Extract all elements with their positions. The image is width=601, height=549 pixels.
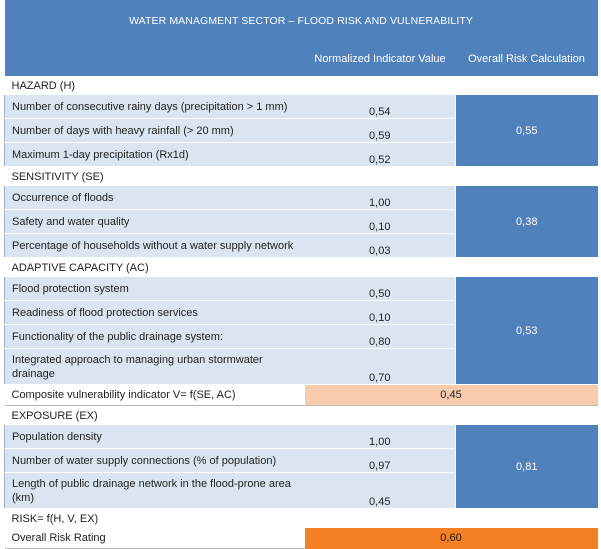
indicator-value: 1,00 [304,425,456,449]
table-row: Maximum 1-day precipitation (Rx1d) 0,52 [4,142,598,167]
table-row: Number of days with heavy rainfall (> 20… [4,118,598,143]
indicator-label: Flood protection system [4,277,305,301]
indicator-label: Maximum 1-day precipitation (Rx1d) [4,142,305,167]
overall-rating-row: Overall Risk Rating 0,60 [4,528,598,549]
indicator-label: Length of public drainage network in the… [4,472,305,509]
table-row: Length of public drainage network in the… [4,472,598,509]
overall-risk-hazard: 0,55 [454,95,598,167]
indicator-value: 0,10 [304,209,456,234]
indicator-label: Functionality of the public drainage sys… [4,324,305,349]
table-row: Number of water supply connections (% of… [4,448,598,473]
indicator-label: Integrated approach to managing urban st… [4,348,305,385]
section-heading: ADAPTIVE CAPACITY (AC) [4,257,598,277]
overall-rating-label: Overall Risk Rating [4,528,305,549]
composite-label: Composite vulnerability indicator V= f(S… [4,384,305,406]
flood-risk-table: WATER MANAGMENT SECTOR – FLOOD RISK AND … [4,0,598,549]
table-row: Occurrence of floods 1,00 0,38 [4,186,598,258]
indicator-label: Percentage of households without a water… [4,233,305,258]
indicator-value: 0,59 [304,118,456,143]
indicator-label: Number of consecutive rainy days (precip… [4,95,305,119]
section-heading: EXPOSURE (EX) [4,405,598,425]
section-heading: SENSITIVITY (SE) [4,166,598,186]
table-row: Safety and water quality 0,10 [4,209,598,234]
indicator-value: 0,97 [304,448,456,473]
indicator-value: 0,10 [304,300,456,325]
overall-risk-sensitivity: 0,38 [454,186,598,258]
overall-rating-value: 0,60 [304,528,598,549]
title-row: WATER MANAGMENT SECTOR – FLOOD RISK AND … [4,0,598,41]
indicator-value: 0,50 [304,277,456,301]
section-heading: HAZARD (H) [4,76,598,95]
risk-formula: RISK= f(H, V, EX) [4,508,598,528]
indicator-column-header [4,41,305,76]
indicator-value: 0,03 [304,233,456,258]
section-hazard: HAZARD (H) [4,76,598,95]
indicator-value: 0,70 [304,348,456,385]
indicator-label: Population density [4,425,305,449]
indicator-value: 0,45 [304,472,456,509]
overall-risk-adaptive: 0,53 [454,277,598,385]
section-adaptive-capacity: ADAPTIVE CAPACITY (AC) [4,257,598,277]
table-row: Readiness of flood protection services 0… [4,300,598,325]
section-sensitivity: SENSITIVITY (SE) [4,166,598,186]
table-row: Population density 1,00 0,81 [4,425,598,509]
table-row: Functionality of the public drainage sys… [4,324,598,349]
indicator-value: 0,54 [304,95,456,119]
risk-table-page: WATER MANAGMENT SECTOR – FLOOD RISK AND … [4,0,598,549]
risk-formula-row: RISK= f(H, V, EX) [4,508,598,528]
indicator-label: Number of water supply connections (% of… [4,448,305,473]
table-row: Flood protection system 0,50 0,53 [4,277,598,385]
composite-row: Composite vulnerability indicator V= f(S… [4,384,598,406]
indicator-label: Number of days with heavy rainfall (> 20… [4,118,305,143]
indicator-label: Occurrence of floods [4,186,305,210]
indicator-label: Readiness of flood protection services [4,300,305,325]
indicator-value: 1,00 [304,186,456,210]
overall-column-header: Overall Risk Calculation [455,41,598,76]
indicator-value: 0,80 [304,324,456,349]
overall-risk-exposure: 0,81 [454,425,598,509]
indicator-label: Safety and water quality [4,209,305,234]
indicator-value: 0,52 [304,142,456,167]
section-exposure: EXPOSURE (EX) [4,405,598,425]
table-row: Percentage of households without a water… [4,233,598,258]
column-header-row: Normalized Indicator Value Overall Risk … [4,41,598,76]
table-row: Number of consecutive rainy days (precip… [4,95,598,167]
table-title: WATER MANAGMENT SECTOR – FLOOD RISK AND … [4,0,598,41]
normalized-column-header: Normalized Indicator Value [304,41,456,76]
composite-value: 0,45 [304,384,598,406]
